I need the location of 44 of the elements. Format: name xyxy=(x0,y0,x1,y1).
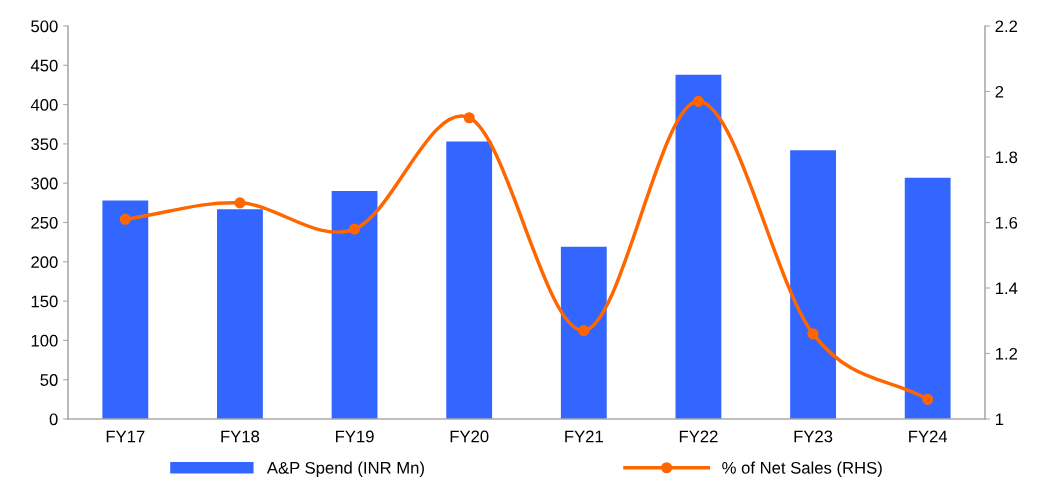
point xyxy=(234,197,246,209)
y-tick-label: 300 xyxy=(31,177,58,190)
y-tick-label: 100 xyxy=(31,334,58,347)
y-tick-label: 0 xyxy=(49,413,58,426)
point xyxy=(807,328,819,340)
point xyxy=(922,393,934,405)
bar xyxy=(790,150,836,419)
x-tick-label: FY20 xyxy=(450,430,489,443)
y2-tick-label: 1.8 xyxy=(995,151,1018,164)
y2-tick-label: 1.6 xyxy=(995,216,1018,229)
x-tick-label: FY17 xyxy=(106,430,145,443)
y-tick-label: 500 xyxy=(31,20,58,33)
bar xyxy=(675,74,722,419)
y2-tick-label: 2.2 xyxy=(995,20,1018,33)
legend-label: % of Net Sales (RHS) xyxy=(722,461,882,478)
bar xyxy=(217,209,263,419)
point xyxy=(119,213,131,225)
x-tick-label: FY23 xyxy=(794,430,833,443)
bar xyxy=(904,177,951,419)
y-tick-label: 150 xyxy=(31,295,58,308)
bar xyxy=(331,191,378,419)
point xyxy=(463,112,475,124)
y-tick-label: 350 xyxy=(31,138,58,151)
y-tick-label: 250 xyxy=(31,216,58,229)
point xyxy=(692,95,704,107)
y-tick-label: 450 xyxy=(30,59,58,72)
x-tick-label: FY18 xyxy=(221,430,260,443)
bar xyxy=(102,200,149,419)
x-tick-label: FY22 xyxy=(679,430,718,443)
x-tick-label: FY19 xyxy=(336,430,374,443)
y-tick-label: 400 xyxy=(30,99,58,111)
point xyxy=(349,223,361,235)
y2-tick-label: 1.4 xyxy=(995,282,1018,295)
y2-tick-label: 1 xyxy=(995,413,1004,426)
y2-tick-label: 2 xyxy=(995,85,1004,98)
y-tick-label: 200 xyxy=(31,256,58,268)
legend-label: A&P Spend (INR Mn) xyxy=(266,461,424,478)
point xyxy=(578,325,590,337)
y2-tick-label: 1.2 xyxy=(995,347,1018,360)
bar xyxy=(560,246,607,419)
x-tick-label: FY21 xyxy=(565,430,603,443)
bar xyxy=(446,141,493,419)
x-tick-label: FY24 xyxy=(909,430,948,443)
y-tick-label: 50 xyxy=(40,374,58,386)
